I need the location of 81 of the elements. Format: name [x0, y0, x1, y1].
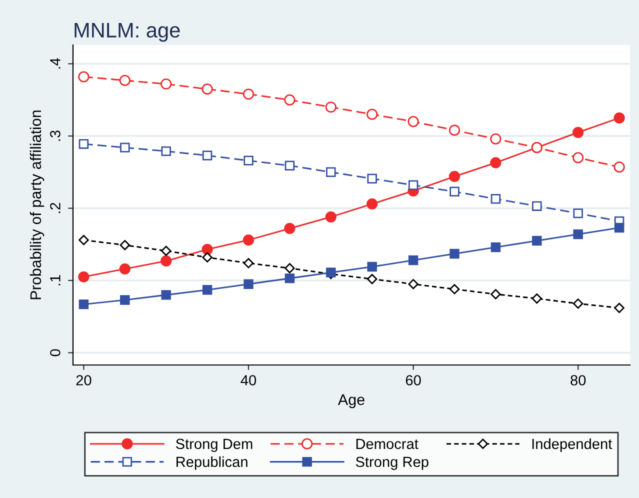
point	[161, 146, 171, 156]
point	[408, 180, 418, 190]
point	[160, 255, 172, 267]
point	[78, 71, 90, 82]
x-tick-label: 20	[76, 375, 92, 386]
legend-label: Strong Rep	[356, 456, 428, 470]
point	[160, 246, 172, 256]
point	[325, 211, 336, 222]
point	[325, 102, 336, 113]
x-tick-label: 80	[570, 375, 586, 386]
point	[78, 234, 89, 246]
point	[78, 271, 90, 282]
point	[284, 273, 295, 284]
point	[119, 74, 130, 86]
point	[119, 263, 130, 274]
point	[408, 278, 418, 290]
point	[78, 299, 89, 310]
point	[366, 108, 378, 120]
point	[490, 289, 501, 300]
point	[448, 170, 460, 182]
x-axis-title: Age	[338, 394, 364, 408]
point	[490, 194, 501, 204]
chart-title: MNLM: age	[74, 23, 180, 42]
y-tick-label: 0	[50, 349, 60, 356]
point	[532, 236, 542, 246]
point	[326, 167, 336, 177]
point	[573, 208, 583, 218]
point	[448, 124, 460, 136]
point	[284, 160, 295, 170]
legend-label: Republican	[176, 456, 248, 470]
point	[614, 162, 625, 173]
y-tick-label: .2	[50, 202, 60, 213]
point	[408, 255, 418, 266]
y-tick-label: .1	[50, 275, 60, 286]
point	[202, 84, 213, 95]
point	[614, 302, 624, 314]
point	[120, 142, 130, 152]
point	[572, 298, 584, 309]
point	[450, 248, 460, 259]
point	[449, 284, 460, 294]
point	[242, 234, 254, 246]
point	[366, 274, 378, 284]
point	[366, 198, 378, 210]
point	[242, 88, 254, 100]
point	[490, 133, 502, 144]
y-tick-label: .4	[50, 58, 60, 69]
point	[78, 139, 89, 149]
legend-label: Independent	[532, 438, 612, 452]
point	[573, 229, 583, 240]
y-tick-label: .3	[50, 130, 60, 141]
point	[284, 222, 296, 234]
point	[202, 285, 212, 295]
point	[243, 258, 254, 268]
legend-label: Strong Dem	[176, 438, 252, 452]
y-axis-title: Probability of party affiliation	[30, 110, 44, 300]
x-tick-label: 60	[406, 375, 421, 386]
point	[532, 201, 542, 211]
legend-label: Democrat	[356, 438, 418, 450]
point	[202, 244, 213, 255]
point	[160, 78, 172, 90]
point	[572, 152, 584, 164]
point	[532, 293, 542, 304]
point	[614, 222, 624, 233]
point	[120, 240, 130, 250]
point	[244, 279, 254, 289]
point	[408, 116, 419, 128]
point	[244, 156, 254, 166]
point	[490, 242, 501, 252]
point	[572, 126, 584, 138]
point	[161, 290, 171, 300]
point	[284, 263, 295, 274]
point	[450, 186, 460, 196]
point	[202, 252, 212, 262]
point	[367, 262, 377, 272]
point	[367, 174, 377, 184]
point	[202, 150, 212, 160]
point	[490, 157, 502, 168]
point	[120, 295, 130, 305]
point	[284, 94, 296, 106]
x-tick-label: 40	[240, 375, 256, 386]
point	[614, 112, 625, 124]
